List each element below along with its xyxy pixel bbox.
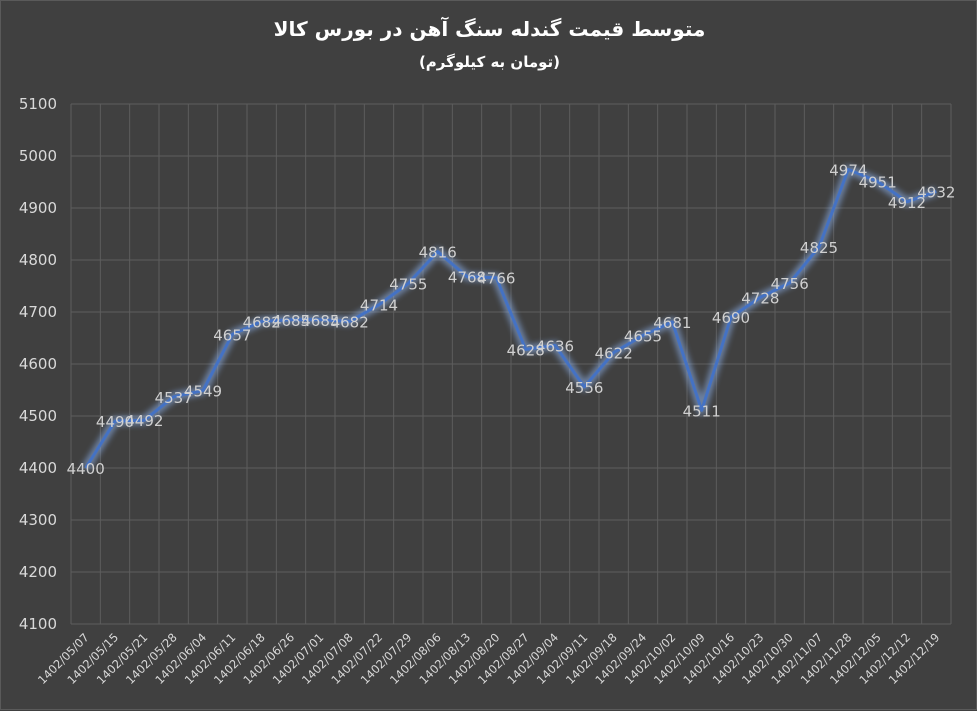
y-tick-label: 4900 bbox=[19, 199, 57, 217]
y-tick-label: 4600 bbox=[19, 355, 57, 373]
data-label: 4655 bbox=[624, 327, 662, 345]
y-tick-label: 4100 bbox=[19, 615, 57, 633]
data-label: 4951 bbox=[859, 173, 897, 191]
data-label: 4511 bbox=[683, 402, 721, 420]
data-label: 4685 bbox=[272, 312, 310, 330]
data-label: 4549 bbox=[184, 383, 222, 401]
data-label: 4816 bbox=[419, 244, 457, 262]
data-label: 4628 bbox=[507, 341, 545, 359]
data-label: 4685 bbox=[301, 312, 339, 330]
data-label: 4537 bbox=[155, 389, 193, 407]
data-label: 4622 bbox=[595, 345, 633, 363]
data-label: 4400 bbox=[67, 460, 105, 478]
y-tick-label: 4500 bbox=[19, 407, 57, 425]
data-label: 4690 bbox=[712, 309, 750, 327]
y-tick-label: 4700 bbox=[19, 303, 57, 321]
data-label: 4932 bbox=[917, 183, 955, 201]
data-label: 4492 bbox=[125, 412, 163, 430]
data-label: 4912 bbox=[888, 194, 926, 212]
data-labels: 4400449044924537454946574682468546854682… bbox=[67, 162, 956, 478]
data-label: 4556 bbox=[565, 379, 603, 397]
series-line bbox=[81, 165, 938, 471]
data-label: 4766 bbox=[477, 270, 515, 288]
chart-title: متوسط قیمت گندله سنگ آهن در بورس کالا bbox=[273, 17, 706, 41]
data-label: 4490 bbox=[96, 413, 134, 431]
data-label: 4755 bbox=[389, 275, 427, 293]
data-label: 4756 bbox=[771, 275, 809, 293]
y-tick-label: 4200 bbox=[19, 563, 57, 581]
data-label: 4636 bbox=[536, 337, 574, 355]
chart-subtitle: (تومان به کیلوگرم) bbox=[418, 53, 561, 71]
y-tick-label: 4400 bbox=[19, 459, 57, 477]
y-tick-label: 5000 bbox=[19, 147, 57, 165]
data-label: 4681 bbox=[653, 314, 691, 332]
y-tick-label: 5100 bbox=[19, 95, 57, 113]
data-label: 4682 bbox=[243, 313, 281, 331]
x-axis: 1402/05/071402/05/151402/05/211402/05/28… bbox=[35, 630, 942, 687]
data-label: 4768 bbox=[448, 269, 486, 287]
data-label: 4657 bbox=[213, 326, 251, 344]
y-axis: 4100 4200 4300 4400 4500 4600 4700 4800 4900 5000… bbox=[19, 95, 57, 633]
data-label: 4974 bbox=[829, 162, 867, 180]
data-label: 4728 bbox=[741, 289, 779, 307]
data-label: 4682 bbox=[331, 313, 369, 331]
y-tick-label: 4800 bbox=[19, 251, 57, 269]
y-tick-label: 4300 bbox=[19, 511, 57, 529]
series-line-path bbox=[84, 168, 937, 469]
data-label: 4714 bbox=[360, 297, 398, 315]
gridlines bbox=[70, 103, 952, 625]
data-label: 4825 bbox=[800, 239, 838, 257]
